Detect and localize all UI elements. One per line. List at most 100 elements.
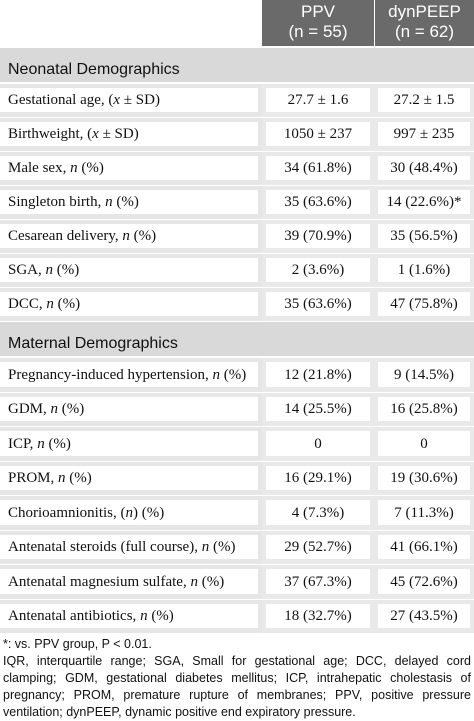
- cell-ppv: 27.7 ± 1.6: [287, 92, 349, 108]
- table-row: Cesarean delivery, n (%) 39 (70.9%) 35 (56…: [0, 220, 474, 254]
- row-label: Antenatal steroids (full course), n (%): [8, 539, 236, 555]
- row-label: Birthweight, (x ± SD): [8, 126, 139, 142]
- cell-inner: 14 (22.6%)*: [378, 190, 470, 214]
- row-label: GDM, n (%): [8, 401, 85, 417]
- cell-dynpeep: 1 (1.6%): [397, 262, 451, 278]
- cell-inner: Singleton birth, n (%): [0, 190, 258, 214]
- cell-inner: 9 (14.5%): [378, 362, 470, 387]
- cell-inner: 27.2 ± 1.5: [378, 88, 470, 112]
- cell-inner: 45 (72.6%): [378, 569, 470, 594]
- cell-dynpeep-cell: 27 (43.5%): [374, 599, 474, 634]
- cell-inner: DCC, n (%): [0, 292, 258, 316]
- row-label: Male sex, n (%): [8, 160, 104, 176]
- cell-ppv-cell: 35 (63.6%): [262, 186, 374, 220]
- cell-dynpeep: 27 (43.5%): [390, 608, 458, 624]
- cell-dynpeep-cell: 30 (48.4%): [374, 152, 474, 186]
- cell-dynpeep: 41 (66.1%): [390, 539, 458, 555]
- row-label-cell: Gestational age, (x ± SD): [0, 84, 262, 118]
- cell-ppv-cell: 18 (32.7%): [262, 599, 374, 634]
- cell-inner: 0: [266, 431, 370, 456]
- cell-dynpeep-cell: 1 (1.6%): [374, 254, 474, 288]
- table-footnotes: *: vs. PPV group, P < 0.01. IQR, interqu…: [3, 636, 471, 721]
- cell-ppv-cell: 37 (67.3%): [262, 565, 374, 600]
- header-ppv-n: (n = 55): [288, 22, 348, 41]
- cell-ppv-cell: 35 (63.6%): [262, 288, 374, 322]
- header-dynpeep-n: (n = 62): [394, 22, 455, 41]
- table-row: Antenatal magnesium sulfate, n (%) 37 (67…: [0, 565, 474, 600]
- cell-dynpeep-cell: 997 ± 235: [374, 118, 474, 152]
- cell-inner: 997 ± 235: [378, 122, 470, 146]
- footnote-significance: *: vs. PPV group, P < 0.01.: [3, 637, 152, 651]
- cell-inner: Antenatal steroids (full course), n (%): [0, 534, 258, 559]
- row-label: Antenatal antibiotics, n (%): [8, 608, 174, 624]
- table-row: ICP, n (%) 0 0: [0, 427, 474, 462]
- row-label-cell: Pregnancy-induced hypertension, n (%): [0, 358, 262, 393]
- cell-inner: 29 (52.7%): [266, 534, 370, 559]
- cell-inner: 27.7 ± 1.6: [266, 88, 370, 112]
- cell-inner: 19 (30.6%): [378, 465, 470, 490]
- cell-inner: 1050 ± 237: [266, 122, 370, 146]
- cell-ppv-cell: 16 (29.1%): [262, 461, 374, 496]
- cell-inner: 7 (11.3%): [378, 500, 470, 525]
- cell-inner: Birthweight, (x ± SD): [0, 122, 258, 146]
- cell-dynpeep: 997 ± 235: [393, 126, 455, 142]
- cell-inner: 35 (63.6%): [266, 292, 370, 316]
- section-neonatal-header: Neonatal Demographics: [0, 48, 474, 82]
- row-label-cell: Male sex, n (%): [0, 152, 262, 186]
- cell-inner: GDM, n (%): [0, 396, 258, 421]
- header-dynpeep: dynPEEP (n = 62): [375, 0, 474, 46]
- cell-dynpeep: 35 (56.5%): [390, 228, 458, 244]
- cell-ppv-cell: 0: [262, 427, 374, 462]
- row-label-cell: SGA, n (%): [0, 254, 262, 288]
- cell-dynpeep: 19 (30.6%): [390, 470, 458, 486]
- cell-dynpeep-cell: 41 (66.1%): [374, 530, 474, 565]
- row-label-cell: Singleton birth, n (%): [0, 186, 262, 220]
- cell-inner: 37 (67.3%): [266, 569, 370, 594]
- row-label: ICP, n (%): [8, 435, 71, 452]
- cell-dynpeep-cell: 35 (56.5%): [374, 220, 474, 254]
- cell-inner: 35 (63.6%): [266, 190, 370, 214]
- cell-inner: 47 (75.8%): [378, 292, 470, 316]
- cell-ppv: 4 (7.3%): [291, 504, 345, 521]
- header-ppv-name: PPV: [300, 2, 336, 21]
- cell-ppv-cell: 1050 ± 237: [262, 118, 374, 152]
- cell-dynpeep-cell: 0: [374, 427, 474, 462]
- row-label-cell: Birthweight, (x ± SD): [0, 118, 262, 152]
- cell-ppv-cell: 14 (25.5%): [262, 392, 374, 427]
- cell-inner: Antenatal magnesium sulfate, n (%): [0, 569, 258, 594]
- row-label: DCC, n (%): [8, 296, 81, 312]
- row-label: Cesarean delivery, n (%): [8, 228, 157, 244]
- row-label-cell: GDM, n (%): [0, 392, 262, 427]
- header-dynpeep-name: dynPEEP: [388, 2, 461, 21]
- cell-dynpeep: 47 (75.8%): [390, 296, 458, 312]
- cell-ppv: 35 (63.6%): [284, 194, 352, 210]
- table-row: Antenatal antibiotics, n (%) 18 (32.7%) 27…: [0, 599, 474, 634]
- table-row: GDM, n (%) 14 (25.5%) 16 (25.8%): [0, 392, 474, 427]
- cell-inner: 4 (7.3%): [266, 500, 370, 525]
- cell-ppv: 1050 ± 237: [283, 126, 353, 142]
- cell-inner: 18 (32.7%): [266, 603, 370, 628]
- cell-inner: 27 (43.5%): [378, 603, 470, 628]
- cell-ppv-cell: 27.7 ± 1.6: [262, 84, 374, 118]
- table-row: Pregnancy-induced hypertension, n (%) 12 …: [0, 358, 474, 393]
- cell-inner: 0: [378, 431, 470, 456]
- cell-inner: Antenatal antibiotics, n (%): [0, 603, 258, 628]
- cell-dynpeep-cell: 47 (75.8%): [374, 288, 474, 322]
- cell-ppv: 34 (61.8%): [284, 160, 352, 176]
- cell-ppv-cell: 12 (21.8%): [262, 358, 374, 393]
- table-row: SGA, n (%) 2 (3.6%) 1 (1.6%): [0, 254, 474, 288]
- cell-ppv: 39 (70.9%): [284, 228, 352, 244]
- cell-inner: 39 (70.9%): [266, 224, 370, 248]
- cell-ppv-cell: 34 (61.8%): [262, 152, 374, 186]
- cell-dynpeep: 14 (22.6%)*: [386, 194, 462, 210]
- section-title: Maternal Demographics: [8, 335, 178, 352]
- cell-inner: 30 (48.4%): [378, 156, 470, 180]
- row-label-cell: ICP, n (%): [0, 427, 262, 462]
- cell-dynpeep: 9 (14.5%): [394, 366, 454, 383]
- row-label: Chorioamnionitis, (n) (%): [8, 504, 165, 521]
- cell-ppv: 16 (29.1%): [284, 470, 352, 486]
- row-label: Gestational age, (x ± SD): [8, 92, 160, 108]
- cell-inner: 1 (1.6%): [378, 258, 470, 282]
- cell-dynpeep: 45 (72.6%): [390, 573, 458, 590]
- row-label-cell: Antenatal antibiotics, n (%): [0, 599, 262, 634]
